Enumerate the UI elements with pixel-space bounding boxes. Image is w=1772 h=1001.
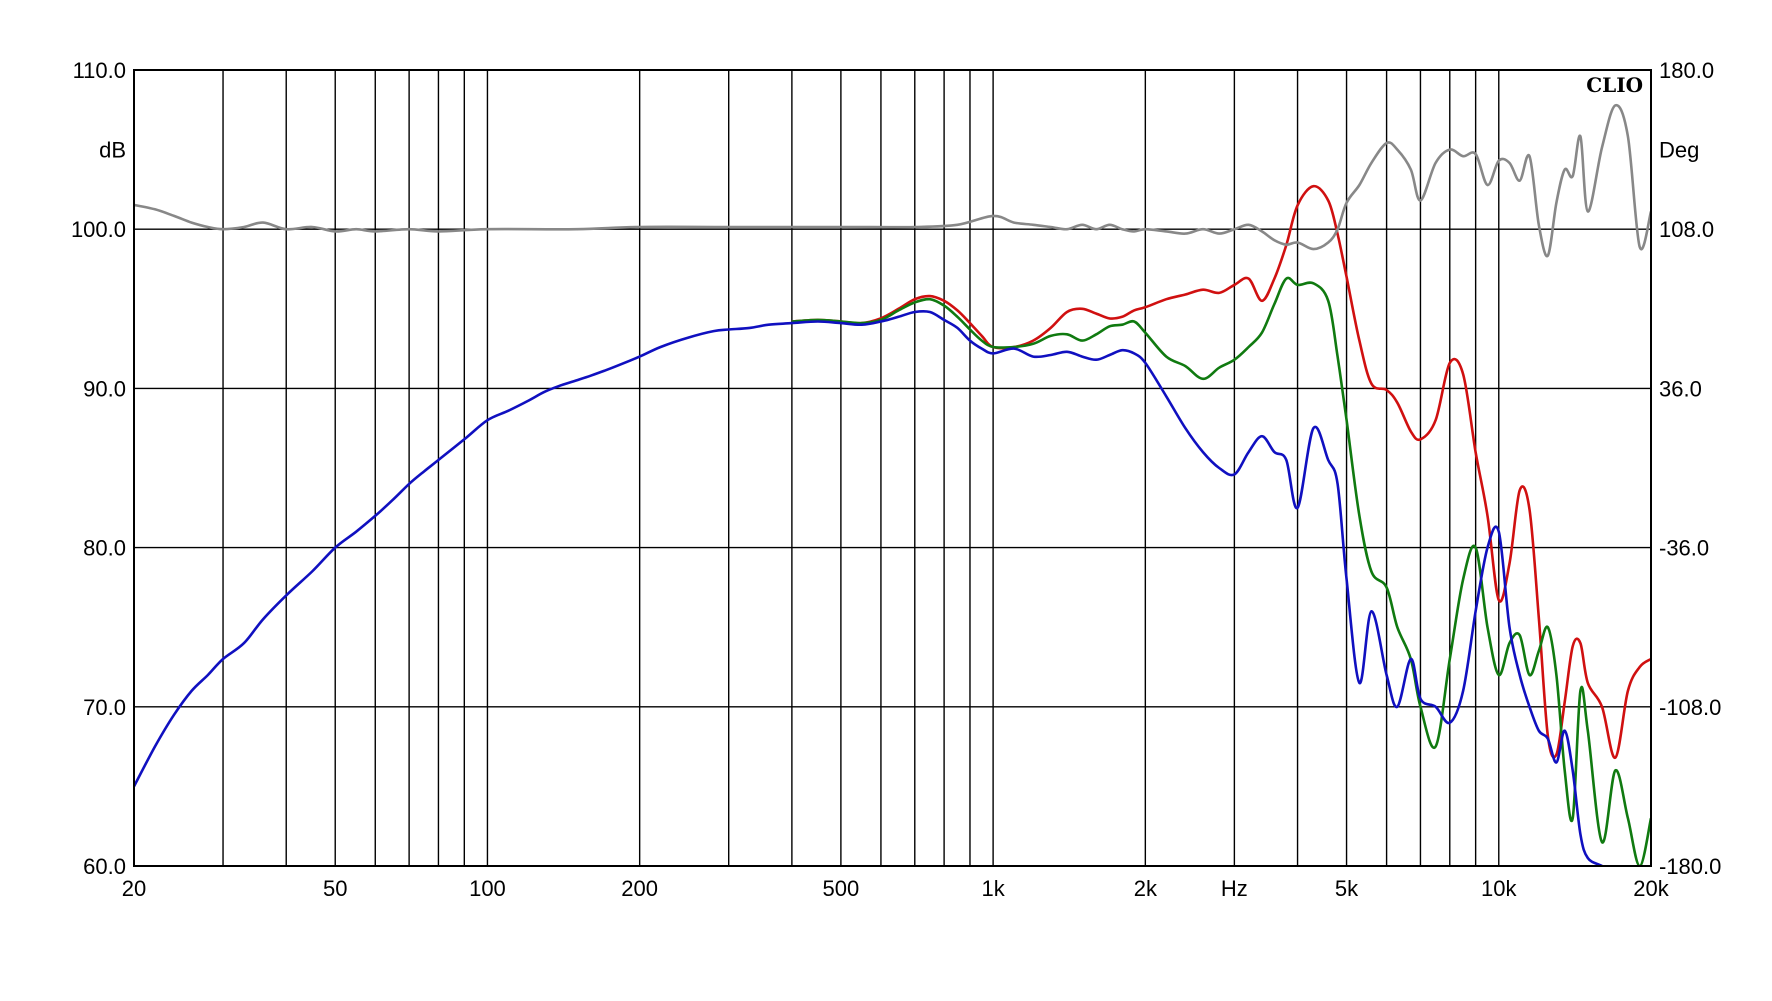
right-axis-unit: Deg (1659, 138, 1699, 163)
x-tick-label: 200 (621, 876, 658, 901)
x-tick-label: 2k (1134, 876, 1158, 901)
right-tick-label: 180.0 (1659, 58, 1714, 83)
right-axis-tick-labels: -180.0 -108.0 -36.0 36.0 108.0 180.0 (1659, 58, 1721, 879)
left-tick-label: 60.0 (83, 854, 126, 879)
left-tick-label: 80.0 (83, 536, 126, 561)
left-tick-label: 110.0 (73, 58, 126, 83)
x-tick-label: 100 (469, 876, 506, 901)
x-tick-label: 5k (1335, 876, 1359, 901)
series-blue-line (134, 309, 1605, 866)
left-axis-tick-labels: 60.0 70.0 80.0 90.0 100.0 110.0 (71, 58, 126, 879)
series-gray-phase-line (134, 103, 1651, 258)
x-axis-unit: Hz (1221, 876, 1248, 901)
x-tick-label: 500 (823, 876, 860, 901)
series-layer (134, 103, 1651, 866)
x-axis-tick-labels: 20 50 100 200 500 1k 2k 5k 10k 20k (122, 876, 1670, 901)
left-axis-unit: dB (99, 138, 126, 163)
left-tick-label: 90.0 (83, 376, 126, 401)
x-tick-label: 50 (323, 876, 347, 901)
left-tick-label: 100.0 (71, 217, 126, 242)
vertical-gridlines (222, 70, 1500, 866)
x-tick-label: 10k (1481, 876, 1517, 901)
series-green-line (791, 276, 1651, 866)
plot-frame (133, 69, 1652, 867)
right-tick-label: -108.0 (1659, 695, 1721, 720)
right-tick-label: 108.0 (1659, 217, 1714, 242)
right-tick-label: 36.0 (1659, 376, 1702, 401)
x-tick-label: 1k (981, 876, 1005, 901)
clio-brand-logo: CLIO (1586, 73, 1643, 97)
x-tick-label: 20k (1633, 876, 1669, 901)
left-tick-label: 70.0 (83, 695, 126, 720)
series-red-line (791, 184, 1651, 760)
right-tick-label: -36.0 (1659, 536, 1709, 561)
x-tick-label: 20 (122, 876, 146, 901)
right-tick-label: -180.0 (1659, 854, 1721, 879)
horizontal-gridlines (134, 228, 1651, 708)
